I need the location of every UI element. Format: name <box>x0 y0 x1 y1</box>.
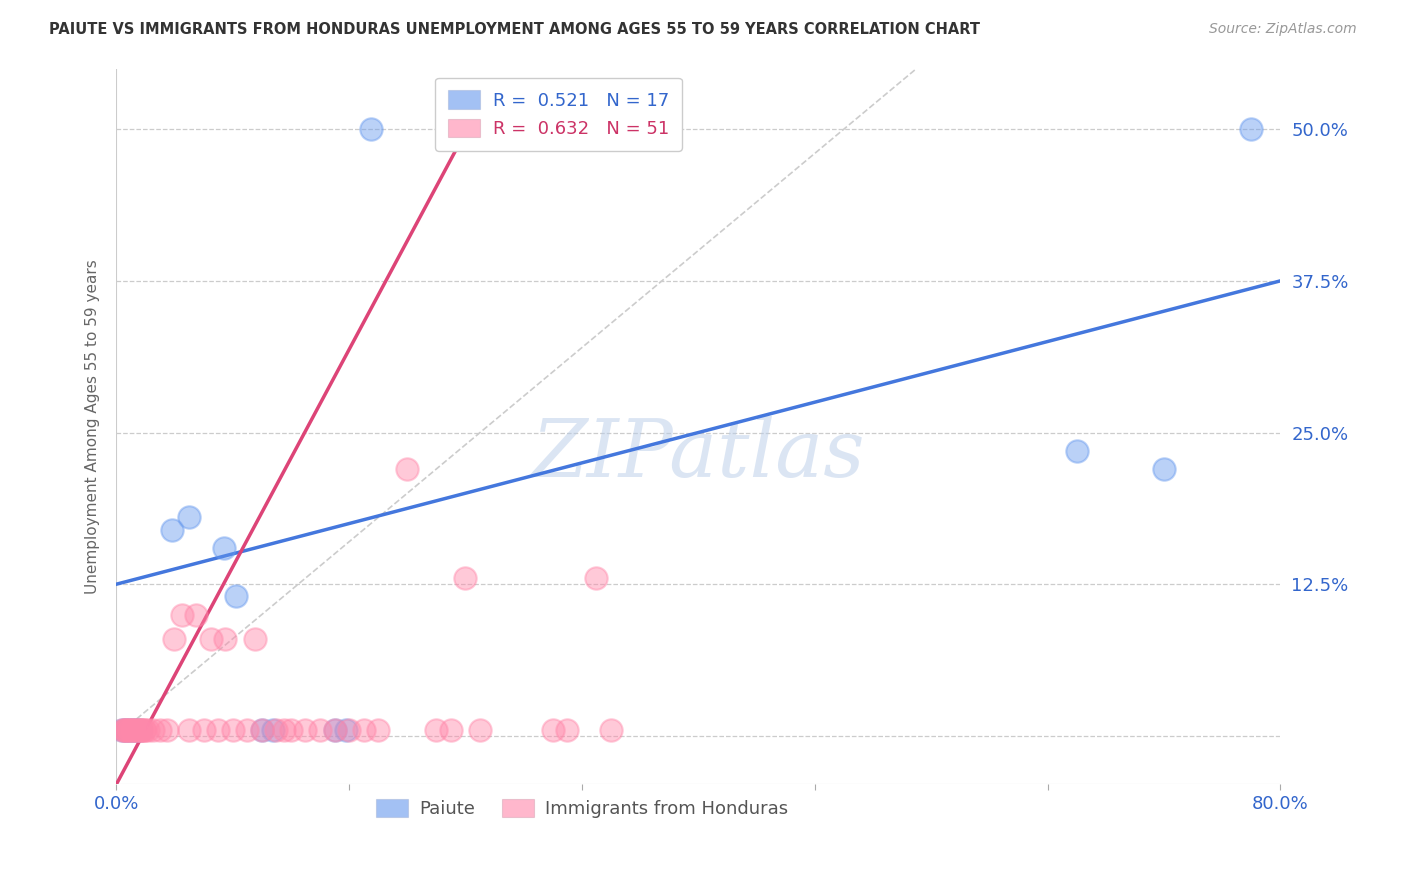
Point <box>337 723 360 737</box>
Point <box>121 723 143 737</box>
Point <box>125 723 148 737</box>
Point <box>128 723 150 737</box>
Point <box>117 723 139 737</box>
Point <box>360 122 382 136</box>
Point <box>131 723 153 737</box>
Point <box>309 723 332 737</box>
Point <box>114 723 136 737</box>
Point <box>118 723 141 737</box>
Point <box>454 571 477 585</box>
Point <box>335 723 357 737</box>
Point <box>186 607 208 622</box>
Point <box>163 632 186 646</box>
Y-axis label: Unemployment Among Ages 55 to 59 years: Unemployment Among Ages 55 to 59 years <box>86 259 100 594</box>
Point <box>124 723 146 737</box>
Point <box>200 632 222 646</box>
Point <box>221 723 243 737</box>
Point <box>142 723 165 737</box>
Point <box>170 607 193 622</box>
Point <box>250 723 273 737</box>
Point <box>541 723 564 737</box>
Point <box>1153 462 1175 476</box>
Point <box>440 723 463 737</box>
Point <box>122 723 145 737</box>
Point <box>114 723 136 737</box>
Point <box>280 723 302 737</box>
Point <box>122 723 145 737</box>
Point <box>132 723 155 737</box>
Point <box>177 723 200 737</box>
Point <box>585 571 607 585</box>
Point <box>214 632 236 646</box>
Point <box>294 723 316 737</box>
Point <box>120 723 142 737</box>
Point <box>600 723 623 737</box>
Point <box>266 723 288 737</box>
Text: PAIUTE VS IMMIGRANTS FROM HONDURAS UNEMPLOYMENT AMONG AGES 55 TO 59 YEARS CORREL: PAIUTE VS IMMIGRANTS FROM HONDURAS UNEMP… <box>49 22 980 37</box>
Point <box>129 723 152 737</box>
Point <box>177 510 200 524</box>
Point <box>243 632 266 646</box>
Point <box>250 723 273 737</box>
Point <box>111 723 134 737</box>
Point <box>117 723 139 737</box>
Point <box>149 723 172 737</box>
Point <box>557 723 579 737</box>
Point <box>212 541 235 555</box>
Point <box>156 723 179 737</box>
Point <box>120 723 142 737</box>
Point <box>396 462 419 476</box>
Point <box>468 723 491 737</box>
Text: ZIPatlas: ZIPatlas <box>531 417 865 494</box>
Point <box>112 723 135 737</box>
Point <box>207 723 229 737</box>
Point <box>136 723 159 737</box>
Point <box>111 723 134 737</box>
Point <box>323 723 346 737</box>
Point <box>128 723 150 737</box>
Point <box>1240 122 1263 136</box>
Point <box>225 590 247 604</box>
Point <box>262 723 284 737</box>
Point <box>1066 443 1088 458</box>
Point <box>323 723 346 737</box>
Text: Source: ZipAtlas.com: Source: ZipAtlas.com <box>1209 22 1357 37</box>
Point <box>160 523 183 537</box>
Point <box>367 723 389 737</box>
Point <box>236 723 259 737</box>
Point <box>273 723 295 737</box>
Point <box>125 723 148 737</box>
Legend: Paiute, Immigrants from Honduras: Paiute, Immigrants from Honduras <box>368 792 796 825</box>
Point <box>425 723 447 737</box>
Point <box>115 723 138 737</box>
Point <box>134 723 156 737</box>
Point <box>353 723 375 737</box>
Point <box>193 723 215 737</box>
Point <box>127 723 149 737</box>
